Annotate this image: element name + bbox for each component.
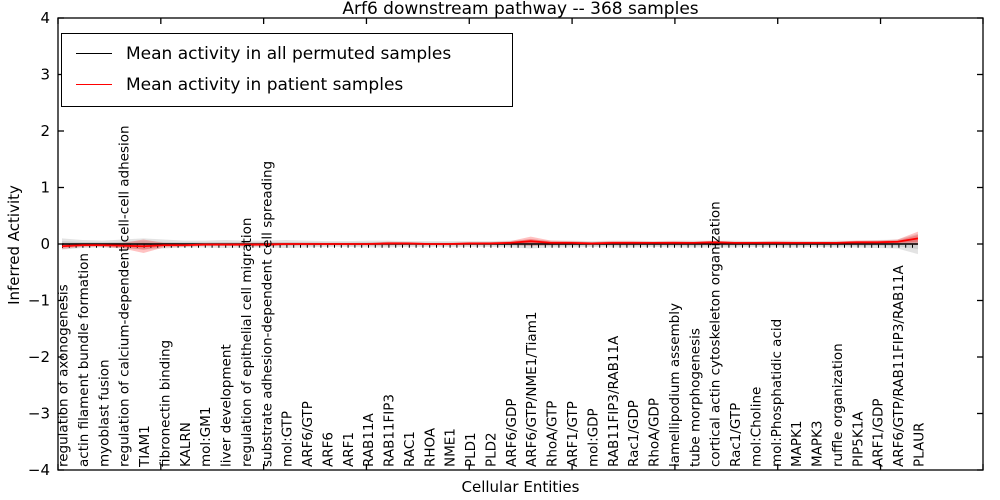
category-label: PLD1 xyxy=(463,432,479,467)
category-label: ARF6/GTP/NME1/Tiam1 xyxy=(524,312,540,467)
category-label: cortical actin cytoskeleton organization xyxy=(708,201,724,467)
category-label: substrate adhesion-dependent cell spread… xyxy=(259,161,275,467)
category-label: mol:GTP xyxy=(280,411,296,467)
category-label: RAB11A xyxy=(361,412,377,467)
category-label: RAB11FIP3/RAB11A xyxy=(606,335,622,467)
y-tick-label: 1 xyxy=(40,179,50,197)
y-tick-label: 2 xyxy=(40,122,50,140)
legend: Mean activity in all permuted samples Me… xyxy=(61,33,513,107)
category-label: MAPK3 xyxy=(810,421,826,467)
y-tick-label: −3 xyxy=(28,405,50,423)
category-label: Rac1/GDP xyxy=(626,400,642,467)
y-tick-label: −4 xyxy=(28,461,50,479)
category-label: RAB11FIP3 xyxy=(382,394,398,467)
category-label: mol:Choline xyxy=(748,387,764,467)
category-label: RhoA/GTP xyxy=(545,401,561,467)
mean-patient-line xyxy=(61,237,919,248)
legend-label-permuted: Mean activity in all permuted samples xyxy=(126,43,452,64)
category-label: ARF1/GTP xyxy=(565,401,581,467)
category-label: lamellipodium assembly xyxy=(667,303,683,467)
category-label: RhoA/GDP xyxy=(647,398,663,467)
category-label: NME1 xyxy=(443,428,459,467)
category-label: fibronectin binding xyxy=(157,340,173,467)
category-label: ARF6 xyxy=(320,432,336,467)
y-tick-label: 0 xyxy=(40,235,50,253)
category-label: ARF1/GDP xyxy=(871,398,887,467)
legend-item-patient: Mean activity in patient samples xyxy=(76,70,502,99)
y-axis-label: Inferred Activity xyxy=(5,185,23,305)
category-label: PLD2 xyxy=(483,432,499,467)
category-label: PIP5K1A xyxy=(850,411,866,467)
category-label: actin filament bundle formation xyxy=(76,253,92,467)
category-label: mol:Phosphatidic acid xyxy=(769,319,785,467)
category-label: KALRN xyxy=(178,422,194,467)
category-label: Rac1/GTP xyxy=(728,403,744,467)
category-label: ARF6/GDP xyxy=(504,398,520,467)
category-label: PLAUR xyxy=(911,423,927,467)
chart-title: Arf6 downstream pathway -- 368 samples xyxy=(342,0,699,19)
y-tick-label: −1 xyxy=(28,292,50,310)
y-tick-label: 3 xyxy=(40,66,50,84)
category-label: tube morphogenesis xyxy=(687,328,703,467)
category-label: myoblast fusion xyxy=(96,359,112,467)
category-label: RAC1 xyxy=(402,431,418,467)
category-label: TIAM1 xyxy=(137,425,153,468)
y-tick-label: −2 xyxy=(28,348,50,366)
category-label: mol:GDP xyxy=(585,408,601,467)
y-tick-label: 4 xyxy=(40,9,50,27)
legend-line-red-icon xyxy=(76,84,112,85)
category-label: regulation of calcium-dependent cell-cel… xyxy=(117,125,133,467)
legend-line-black-icon xyxy=(76,53,112,54)
x-axis-label: Cellular Entities xyxy=(461,478,580,496)
legend-item-permuted: Mean activity in all permuted samples xyxy=(76,39,502,68)
category-label: regulation of axonogenesis xyxy=(56,284,72,467)
category-label: regulation of epithelial cell migration xyxy=(239,218,255,467)
category-label: liver development xyxy=(219,344,235,467)
category-label: ARF1 xyxy=(341,432,357,467)
category-label: ARF6/GTP xyxy=(300,401,316,467)
category-label: MAPK1 xyxy=(789,421,805,467)
patient-range-band xyxy=(62,231,918,254)
category-label: ruffle organization xyxy=(830,343,846,467)
legend-label-patient: Mean activity in patient samples xyxy=(126,74,404,95)
category-label: mol:GM1 xyxy=(198,407,214,467)
category-label: ARF6/GTP/RAB11FIP3/RAB11A xyxy=(891,265,907,467)
category-label: RHOA xyxy=(422,427,438,467)
